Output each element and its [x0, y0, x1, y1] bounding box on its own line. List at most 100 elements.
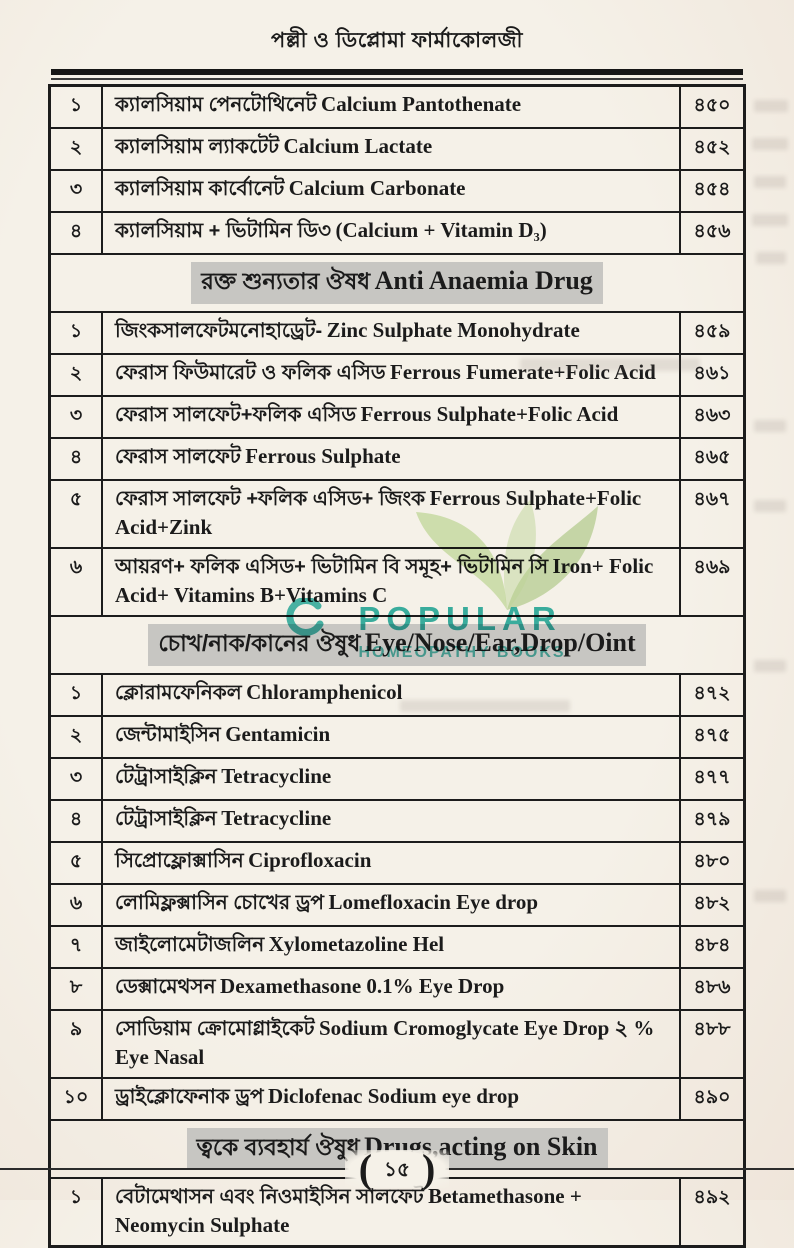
drug-name-bengali: ফেরাস ফিউমারেট ও ফলিক এসিড: [115, 362, 386, 384]
drug-name-cell: সিপ্রোফ্লোক্সাসিন Ciprofloxacin: [103, 843, 681, 883]
drug-name-english: Dexamethasone 0.1% Eye Drop: [220, 974, 505, 998]
table-row: ২ ক্যালসিয়াম ল্যাকটেট Calcium Lactate ৪…: [51, 127, 743, 169]
bleed-smudge: [520, 358, 700, 371]
right-brace: ): [421, 1146, 436, 1191]
drug-name-english: Ciprofloxacin: [248, 848, 372, 872]
section-title-english: Eye/Nose/Ear,Drop/Oint: [364, 628, 636, 657]
page-number-cell: ৪৭৯: [693, 809, 731, 830]
drug-name-bengali: লোমিফ্লক্সাসিন চোখের ড্রপ: [115, 892, 324, 914]
drug-name-bengali: ক্লোরামফেনিকল: [115, 682, 242, 704]
page-number-cell: ৪৮৮: [693, 1019, 731, 1040]
drug-name-cell: ফেরাস সালফেট+ফলিক এসিড Ferrous Sulphate+…: [103, 397, 681, 437]
serial-cell: ২: [51, 129, 103, 169]
page-number-cell: ৪৭২: [693, 683, 731, 704]
serial-cell: ৭: [51, 927, 103, 967]
page-number-cell: ৪৫২: [693, 137, 731, 158]
table-row: ৫ সিপ্রোফ্লোক্সাসিন Ciprofloxacin ৪৮০: [51, 841, 743, 883]
serial-cell: ৩: [51, 171, 103, 211]
page-number-cell: ৪৬৩: [693, 405, 731, 426]
drug-name-cell: জিংকসালফেটমনোহাড্রেট- Zinc Sulphate Mono…: [103, 313, 681, 353]
drug-name-english: Sodium Cromoglycate Eye Drop ২ % Eye Nas…: [115, 1016, 655, 1069]
drug-name-english: (Calcium + Vitamin D₃): [335, 218, 547, 242]
section-title-bengali: ত্বকে ব্যবহার্য ঔষুধ: [196, 1134, 360, 1160]
bleed-smudge: [754, 176, 786, 188]
drug-name-english: Zinc Sulphate Monohydrate: [326, 318, 580, 342]
bleed-smudge: [754, 100, 788, 112]
section-title-english: Anti Anaemia Drug: [374, 266, 593, 295]
drug-name-cell: ক্লোরামফেনিকল Chloramphenicol: [103, 675, 681, 715]
page-number-cell: ৪৫০: [693, 95, 731, 116]
contents-table: ১ ক্যালসিয়াম পেনটোথিনেট Calcium Pantoth…: [48, 84, 746, 1248]
drug-name-english: Ferrous Sulphate+Folic Acid+Zink: [115, 486, 642, 539]
drug-name-cell: সোডিয়াম ক্রোমোগ্লাইকেট Sodium Cromoglyc…: [103, 1011, 681, 1077]
drug-name-bengali: ক্যালসিয়াম কার্বোনেট: [115, 178, 285, 200]
page-number-cell: ৪৯০: [693, 1087, 731, 1108]
page-number-cell: ৪৮৬: [693, 977, 731, 998]
serial-cell: ১: [51, 675, 103, 715]
drug-name-cell: ফেরাস সালফেট Ferrous Sulphate: [103, 439, 681, 479]
table-row: ৩ ফেরাস সালফেট+ফলিক এসিড Ferrous Sulphat…: [51, 395, 743, 437]
bleed-smudge: [400, 700, 570, 712]
table-row: ৪ ফেরাস সালফেট Ferrous Sulphate ৪৬৫: [51, 437, 743, 479]
section-title-bengali: চোখ/নাক/কানের ঔষুধ: [158, 630, 361, 656]
drug-name-english: Chloramphenicol: [246, 680, 403, 704]
drug-name-english: Calcium Lactate: [283, 134, 433, 158]
serial-cell: ১: [51, 87, 103, 127]
drug-name-bengali: জিংকসালফেটমনোহাড্রেট-: [115, 320, 323, 342]
page-number-cell: ৪৬৭: [693, 489, 731, 510]
page-number-cell: ৪৮৪: [693, 935, 731, 956]
serial-cell: ৬: [51, 885, 103, 925]
drug-name-cell: টেট্রাসাইক্লিন Tetracycline: [103, 801, 681, 841]
drug-name-bengali: জাইলোমেটাজলিন: [115, 934, 265, 956]
section-header-row: ত্বকে ব্যবহার্য ঔষুধ Drugs,acting on Ski…: [51, 1119, 743, 1177]
drug-name-english: Tetracycline: [221, 806, 332, 830]
drug-name-bengali: সোডিয়াম ক্রোমোগ্লাইকেট: [115, 1018, 315, 1040]
table-row: ৯ সোডিয়াম ক্রোমোগ্লাইকেট Sodium Cromogl…: [51, 1009, 743, 1077]
table-row: ৫ ফেরাস সালফেট +ফলিক এসিড+ জিংক Ferrous …: [51, 479, 743, 547]
bleed-smudge: [752, 138, 788, 150]
table-row: ১ ক্যালসিয়াম পেনটোথিনেট Calcium Pantoth…: [51, 87, 743, 127]
bleed-smudge: [754, 890, 786, 902]
page-number-cell: ৪৭৫: [693, 725, 731, 746]
table-row: ৭ জাইলোমেটাজলিন Xylometazoline Hel ৪৮৪: [51, 925, 743, 967]
section-header-row: চোখ/নাক/কানের ঔষুধ Eye/Nose/Ear,Drop/Oin…: [51, 615, 743, 673]
serial-cell: ৫: [51, 481, 103, 547]
section-title-bengali: রক্ত শুন্যতার ঔষধ: [201, 268, 371, 294]
header-double-rule: [51, 69, 743, 80]
drug-name-cell: টেট্রাসাইক্লিন Tetracycline: [103, 759, 681, 799]
drug-name-cell: লোমিফ্লক্সাসিন চোখের ড্রপ Lomefloxacin E…: [103, 885, 681, 925]
page-number-cell: ৪৬১: [693, 363, 731, 384]
page-title: পল্লী ও ডিপ্লোমা ফার্মাকোলজী: [270, 29, 524, 52]
drug-name-bengali: জেন্টামাইসিন: [115, 724, 221, 746]
drug-name-bengali: ক্যালসিয়াম ল্যাকটেট: [115, 136, 279, 158]
page-number-cell: ৪৫৯: [693, 321, 731, 342]
drug-name-bengali: টেট্রাসাইক্লিন: [115, 808, 217, 830]
bleed-smudge: [756, 252, 786, 264]
drug-name-english: Ferrous Sulphate: [245, 444, 401, 468]
serial-cell: ১০: [51, 1079, 103, 1119]
serial-cell: ৪: [51, 801, 103, 841]
serial-cell: ৪: [51, 439, 103, 479]
section-header-row: রক্ত শুন্যতার ঔষধ Anti Anaemia Drug: [51, 253, 743, 311]
drug-name-cell: ক্যালসিয়াম পেনটোথিনেট Calcium Pantothen…: [103, 87, 681, 127]
page-number-cell: ৪৮২: [693, 893, 731, 914]
drug-name-english: Lomefloxacin Eye drop: [328, 890, 539, 914]
serial-cell: ৫: [51, 843, 103, 883]
page-footer: (১৫): [0, 1149, 794, 1200]
table-row: ১ জিংকসালফেটমনোহাড্রেট- Zinc Sulphate Mo…: [51, 311, 743, 353]
page-number-cell: ৪৬৯: [693, 557, 731, 578]
footer-page-number: ১৫: [384, 1158, 410, 1181]
serial-cell: ৩: [51, 397, 103, 437]
section-header-label: রক্ত শুন্যতার ঔষধ Anti Anaemia Drug: [191, 262, 603, 304]
drug-name-bengali: ফেরাস সালফেট+ফলিক এসিড: [115, 404, 357, 426]
section-header-label: চোখ/নাক/কানের ঔষুধ Eye/Nose/Ear,Drop/Oin…: [148, 624, 646, 666]
page-number-cell: ৪৭৭: [693, 767, 731, 788]
drug-name-english: Gentamicin: [225, 722, 331, 746]
serial-cell: ৮: [51, 969, 103, 1009]
drug-name-english: Ferrous Fumerate+Folic Acid: [390, 360, 656, 384]
drug-name-cell: ফেরাস ফিউমারেট ও ফলিক এসিড Ferrous Fumer…: [103, 355, 681, 395]
drug-name-bengali: ফেরাস সালফেট +ফলিক এসিড+ জিংক: [115, 488, 426, 510]
serial-cell: ১: [51, 313, 103, 353]
serial-cell: ৯: [51, 1011, 103, 1077]
drug-name-english: Calcium Carbonate: [288, 176, 466, 200]
